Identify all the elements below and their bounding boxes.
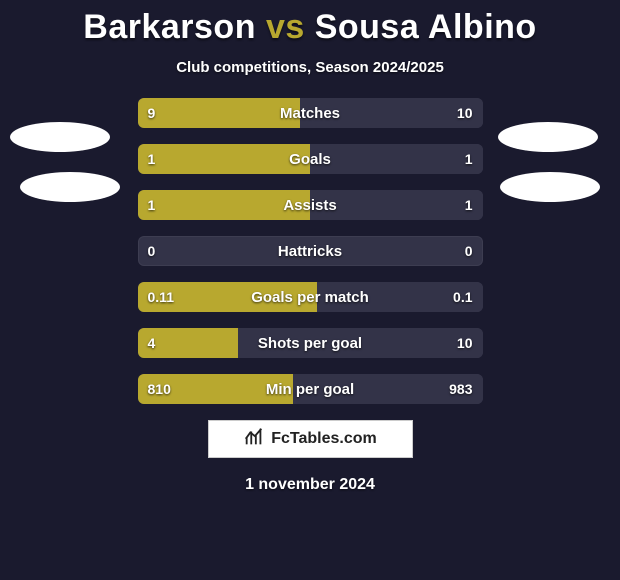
stat-row: 0.110.1Goals per match: [138, 282, 483, 312]
comparison-title: Barkarson vs Sousa Albino: [0, 0, 620, 47]
stat-bar-left: [138, 144, 311, 174]
stat-bar-left: [138, 98, 300, 128]
decorative-ellipse: [500, 172, 600, 202]
stat-label: Hattricks: [138, 236, 483, 266]
watermark: FcTables.com: [208, 420, 413, 458]
stat-value-right: 0: [465, 236, 473, 266]
stat-bar-right: [310, 144, 483, 174]
stat-bar-left: [138, 190, 311, 220]
player2-name: Sousa Albino: [315, 8, 537, 46]
decorative-ellipse: [20, 172, 120, 202]
stat-bar-right: [300, 98, 483, 128]
vs-text: vs: [266, 8, 305, 46]
stat-value-left: 0: [148, 236, 156, 266]
stat-row: 0 0Hattricks: [138, 236, 483, 266]
stat-row: 910Matches: [138, 98, 483, 128]
bar-chart-icon: [243, 426, 265, 453]
stat-bar-left: [138, 282, 317, 312]
stat-bar-right: [317, 282, 483, 312]
stat-bar-right: [310, 190, 483, 220]
stat-bar-left: [138, 328, 238, 358]
stats-bars: 910Matches 11Goals 11Assists 0 0Hattricks 0.1…: [138, 98, 483, 404]
decorative-ellipse: [498, 122, 598, 152]
stat-bar-right: [293, 374, 483, 404]
stat-bar-left: [138, 374, 293, 404]
stat-row: 810983Min per goal: [138, 374, 483, 404]
stat-row: 11Goals: [138, 144, 483, 174]
footer-date: 1 november 2024: [0, 476, 620, 494]
subtitle: Club competitions, Season 2024/2025: [0, 59, 620, 76]
stat-row: 410Shots per goal: [138, 328, 483, 358]
watermark-text: FcTables.com: [271, 430, 377, 448]
player1-name: Barkarson: [83, 8, 256, 46]
stat-row: 11Assists: [138, 190, 483, 220]
stat-bar-right: [238, 328, 483, 358]
decorative-ellipse: [10, 122, 110, 152]
